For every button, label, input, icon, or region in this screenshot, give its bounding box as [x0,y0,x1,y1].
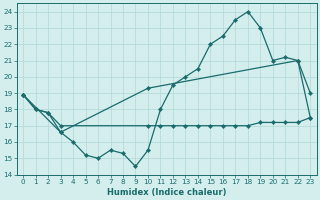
X-axis label: Humidex (Indice chaleur): Humidex (Indice chaleur) [107,188,227,197]
